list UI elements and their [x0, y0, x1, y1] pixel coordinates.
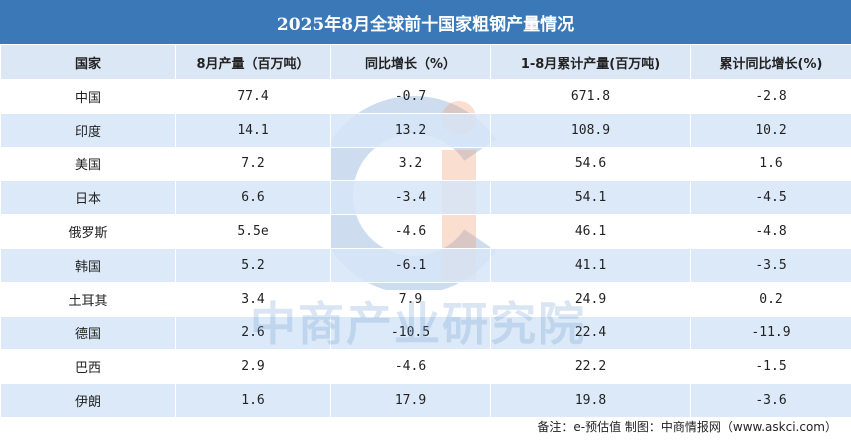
cell-value: 7.2 — [175, 146, 331, 182]
country-cell: 德国 — [0, 315, 176, 351]
cell-value: -4.6 — [330, 214, 491, 249]
cell-value: 14.1 — [175, 112, 331, 148]
cell-value: 1.6 — [690, 146, 851, 182]
cell-value: 22.2 — [490, 349, 691, 385]
cell-value: -11.9 — [690, 315, 851, 351]
table-row: 日本 6.6 -3.4 54.1 -4.5 — [0, 180, 851, 216]
cell-value: 2.9 — [175, 349, 331, 385]
table-row: 韩国 5.2 -6.1 41.1 -3.5 — [0, 247, 851, 283]
cell-value: -4.8 — [690, 214, 851, 249]
column-header: 8月产量（百万吨） — [175, 44, 331, 80]
table-row: 巴西 2.9 -4.6 22.2 -1.5 — [0, 349, 851, 385]
cell-value: 671.8 — [490, 79, 691, 114]
table-row: 德国 2.6 -10.5 22.4 -11.9 — [0, 315, 851, 351]
table-row: 俄罗斯 5.5e -4.6 46.1 -4.8 — [0, 214, 851, 249]
cell-value: 3.2 — [330, 146, 491, 182]
cell-value: 17.9 — [330, 383, 491, 418]
cell-value: 54.6 — [490, 146, 691, 182]
cell-value: 41.1 — [490, 247, 691, 283]
cell-value: -4.5 — [690, 180, 851, 216]
cell-value: 6.6 — [175, 180, 331, 216]
column-header: 累计同比增长(%) — [690, 44, 851, 80]
cell-value: 10.2 — [690, 112, 851, 148]
cell-value: 54.1 — [490, 180, 691, 216]
cell-value: 2.6 — [175, 315, 331, 351]
cell-value: -2.8 — [690, 79, 851, 114]
cell-value: -0.7 — [330, 79, 491, 114]
cell-value: 5.2 — [175, 247, 331, 283]
cell-value: 0.2 — [690, 281, 851, 317]
cell-value: 77.4 — [175, 79, 331, 114]
cell-value: 46.1 — [490, 214, 691, 249]
country-cell: 巴西 — [0, 349, 176, 385]
column-header: 1-8月累计产量(百万吨) — [490, 44, 691, 80]
column-header: 国家 — [0, 44, 176, 80]
cell-value: 5.5e — [175, 214, 331, 249]
cell-value: -6.1 — [330, 247, 491, 283]
cell-value: 7.9 — [330, 281, 491, 317]
table-row: 印度 14.1 13.2 108.9 10.2 — [0, 112, 851, 148]
column-header: 同比增长（%） — [330, 44, 491, 80]
table-row: 伊朗 1.6 17.9 19.8 -3.6 — [0, 383, 851, 418]
cell-value: 108.9 — [490, 112, 691, 148]
country-cell: 印度 — [0, 112, 176, 148]
country-cell: 中国 — [0, 79, 176, 114]
country-cell: 俄罗斯 — [0, 214, 176, 249]
cell-value: 22.4 — [490, 315, 691, 351]
footer-note: 备注：e-预估值 制图：中商情报网（www.askci.com） — [537, 420, 837, 434]
cell-value: -3.4 — [330, 180, 491, 216]
cell-value: -3.6 — [690, 383, 851, 418]
cell-value: 1.6 — [175, 383, 331, 418]
country-cell: 美国 — [0, 146, 176, 182]
watermark: 中商产业研究院 — [250, 297, 586, 351]
data-table: 国家 8月产量（百万吨） 同比增长（%） 1-8月累计产量(百万吨) 累计同比增长(%)… — [0, 44, 851, 418]
country-cell: 土耳其 — [0, 281, 176, 317]
cell-value: 19.8 — [490, 383, 691, 418]
country-cell: 日本 — [0, 180, 176, 216]
header-row: 国家 8月产量（百万吨） 同比增长（%） 1-8月累计产量(百万吨) 累计同比增长(%) — [0, 44, 851, 80]
title: 2025年8月全球前十国家粗钢产量情况 — [276, 14, 575, 35]
country-cell: 韩国 — [0, 247, 176, 283]
cell-value: 13.2 — [330, 112, 491, 148]
cell-value: -3.5 — [690, 247, 851, 283]
title-bar: 2025年8月全球前十国家粗钢产量情况 — [0, 0, 851, 44]
cell-value: -4.6 — [330, 349, 491, 385]
cell-value: -1.5 — [690, 349, 851, 385]
country-cell: 伊朗 — [0, 383, 176, 418]
table-row: 中国 77.4 -0.7 671.8 -2.8 — [0, 79, 851, 114]
table-row: 美国 7.2 3.2 54.6 1.6 — [0, 146, 851, 182]
cell-value: -10.5 — [330, 315, 491, 351]
